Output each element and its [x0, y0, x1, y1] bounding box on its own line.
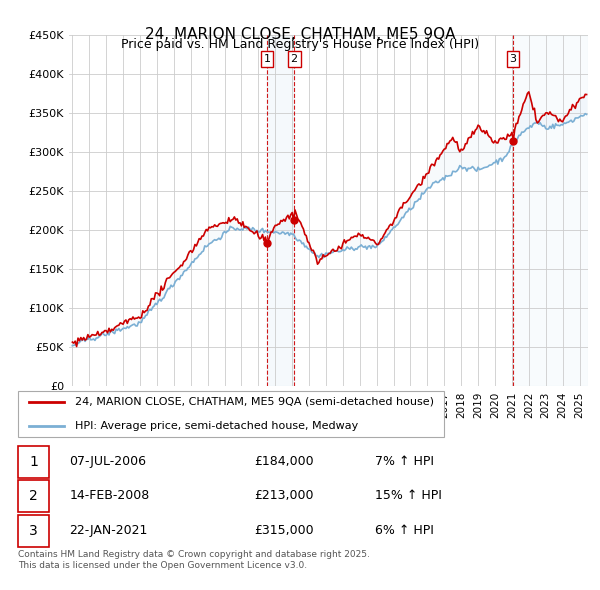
Text: 6% ↑ HPI: 6% ↑ HPI [375, 524, 434, 537]
Bar [513, 35, 588, 386]
Text: 3: 3 [509, 54, 517, 64]
Text: 1: 1 [263, 54, 271, 64]
Text: 24, MARION CLOSE, CHATHAM, ME5 9QA: 24, MARION CLOSE, CHATHAM, ME5 9QA [145, 27, 455, 41]
Text: 14-FEB-2008: 14-FEB-2008 [70, 489, 150, 502]
FancyBboxPatch shape [18, 480, 49, 512]
FancyBboxPatch shape [18, 514, 49, 546]
Text: Price paid vs. HM Land Registry's House Price Index (HPI): Price paid vs. HM Land Registry's House … [121, 38, 479, 51]
Text: 2: 2 [29, 489, 38, 503]
Bar [267, 35, 294, 386]
Text: 3: 3 [29, 524, 38, 537]
Text: £315,000: £315,000 [254, 524, 314, 537]
Text: £213,000: £213,000 [254, 489, 313, 502]
FancyBboxPatch shape [18, 445, 49, 477]
Text: 07-JUL-2006: 07-JUL-2006 [70, 455, 146, 468]
Text: 2: 2 [290, 54, 298, 64]
Text: HPI: Average price, semi-detached house, Medway: HPI: Average price, semi-detached house,… [76, 421, 359, 431]
Text: £184,000: £184,000 [254, 455, 314, 468]
Text: 22-JAN-2021: 22-JAN-2021 [70, 524, 148, 537]
Text: 24, MARION CLOSE, CHATHAM, ME5 9QA (semi-detached house): 24, MARION CLOSE, CHATHAM, ME5 9QA (semi… [76, 397, 434, 407]
FancyBboxPatch shape [18, 391, 444, 437]
Text: 15% ↑ HPI: 15% ↑ HPI [375, 489, 442, 502]
Text: 1: 1 [29, 455, 38, 468]
Text: Contains HM Land Registry data © Crown copyright and database right 2025.
This d: Contains HM Land Registry data © Crown c… [18, 550, 370, 570]
Text: 7% ↑ HPI: 7% ↑ HPI [375, 455, 434, 468]
